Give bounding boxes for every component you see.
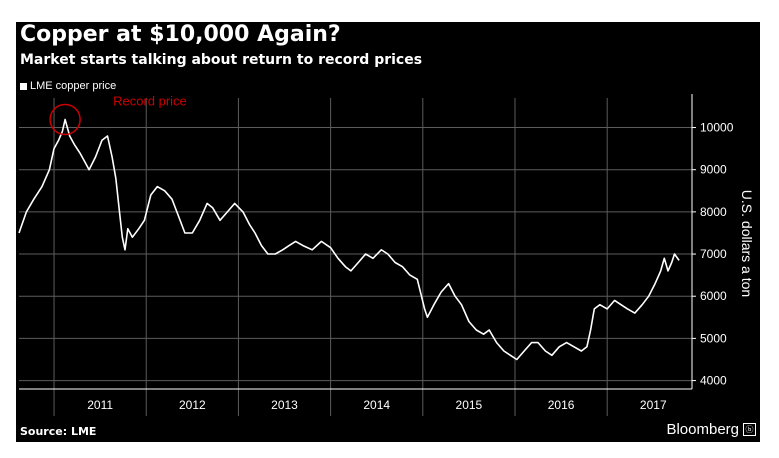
y-tick-label: 7000 bbox=[700, 247, 727, 261]
y-tick-label: 10000 bbox=[700, 121, 734, 135]
source-note: Source: LME bbox=[20, 425, 97, 438]
x-tick-label: 2014 bbox=[363, 398, 390, 412]
x-tick-label: 2015 bbox=[456, 398, 483, 412]
chart-frame: Copper at $10,000 Again? Market starts t… bbox=[16, 22, 760, 442]
legend: LME copper price bbox=[20, 80, 116, 92]
y-tick-label: 5000 bbox=[700, 331, 727, 345]
brand-logo: Bloomberg ⓑ bbox=[666, 421, 756, 438]
y-tick-label: 6000 bbox=[700, 289, 727, 303]
bloomberg-icon: ⓑ bbox=[743, 423, 756, 436]
y-axis-title: U.S. dollars a ton bbox=[739, 190, 755, 297]
line-chart: 4000 5000 6000 7000 8000 9000 10000 2011 2012 201… bbox=[18, 94, 755, 416]
x-tick-label: 2011 bbox=[87, 398, 113, 412]
record-price-marker bbox=[49, 103, 81, 136]
chart-subtitle: Market starts talking about return to re… bbox=[20, 52, 423, 68]
y-tick-label: 9000 bbox=[700, 163, 727, 177]
legend-swatch bbox=[20, 82, 27, 90]
series-line-lme-copper bbox=[18, 118, 680, 361]
x-tick-label: 2016 bbox=[548, 398, 575, 412]
chart-title: Copper at $10,000 Again? bbox=[20, 22, 341, 47]
y-tick-label: 4000 bbox=[700, 374, 727, 388]
brand-name: Bloomberg bbox=[666, 421, 739, 438]
legend-label: LME copper price bbox=[30, 80, 117, 92]
y-tick-label: 8000 bbox=[700, 205, 727, 219]
x-tick-label: 2013 bbox=[271, 398, 298, 412]
record-price-label: Record price bbox=[113, 94, 187, 109]
x-tick-label: 2012 bbox=[179, 398, 206, 412]
x-tick-label: 2017 bbox=[640, 398, 667, 412]
